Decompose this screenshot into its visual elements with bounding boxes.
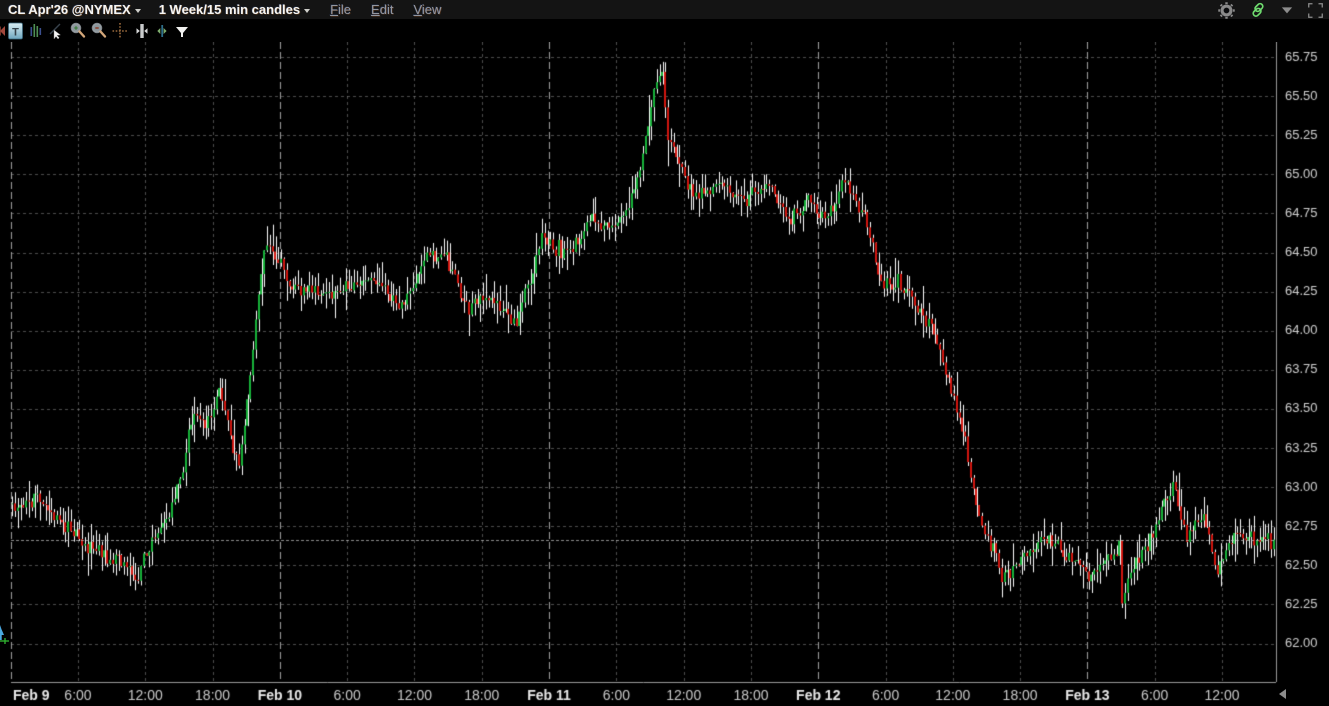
- svg-text:T: T: [12, 27, 19, 39]
